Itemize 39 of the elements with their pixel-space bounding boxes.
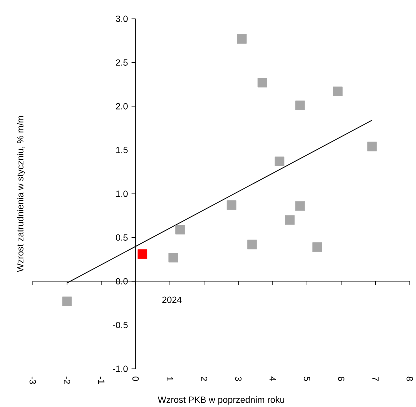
x-tick-label: 1 [166, 377, 174, 382]
x-tick-label: 6 [338, 376, 345, 382]
x-tick-label: 4 [270, 376, 276, 382]
y-tick-label: -1.0 [113, 366, 128, 372]
y-tick-label: 0.0 [116, 278, 128, 285]
point [226, 200, 237, 210]
point [312, 242, 322, 252]
x-tick-label: 0 [132, 376, 139, 382]
point [368, 142, 378, 152]
point [274, 156, 285, 166]
x-tick-label: -1 [98, 376, 105, 384]
point [248, 240, 258, 250]
x-tick-label: 2 [201, 376, 208, 382]
x-tick-label: -2 [64, 376, 70, 384]
x-tick-label: 7 [372, 376, 379, 382]
y-tick-label: -0.5 [113, 322, 128, 328]
point [258, 78, 268, 88]
x-tick-label: 5 [304, 376, 310, 382]
y-tick-label: 2.0 [116, 103, 128, 110]
point [296, 100, 306, 110]
y-axis-title: Wzrost zatrudnienia w styczniu, % m/m [17, 116, 26, 272]
x-tick-label: -3 [30, 376, 36, 384]
point [333, 86, 343, 96]
y-tick-label: 1.5 [116, 147, 128, 154]
x-tick-label: 8 [406, 376, 414, 382]
y-tick-label: 2.5 [116, 60, 128, 66]
point [237, 34, 247, 44]
x-axis-title: Wzrost PKB w poprzednim roku [158, 396, 284, 405]
point [138, 250, 148, 260]
y-tick-label: 3.0 [116, 16, 128, 22]
point [285, 215, 295, 226]
annotation: 2024 [162, 296, 182, 304]
point [176, 225, 186, 235]
x-tick-label: 3 [235, 376, 242, 382]
y-tick-label: 0.5 [116, 234, 128, 241]
point [168, 253, 178, 263]
y-tick-label: 1.0 [116, 190, 128, 198]
point [62, 296, 72, 306]
point [296, 201, 306, 212]
